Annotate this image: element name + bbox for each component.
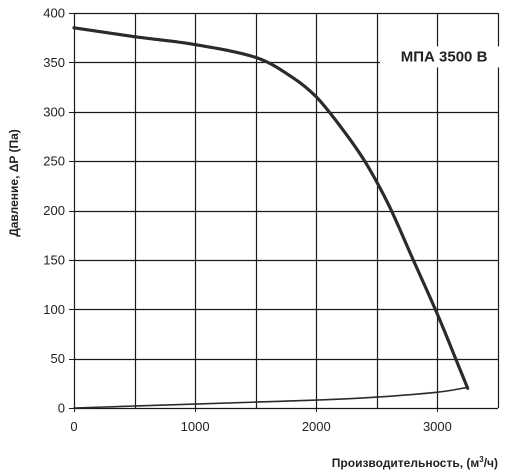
- x-tick-label: 0: [70, 419, 77, 434]
- model-label: МПА 3500 В: [401, 48, 488, 65]
- y-tick-label: 0: [58, 401, 65, 416]
- y-tick-label: 100: [43, 302, 65, 317]
- x-axis-label: Производительность, (м3/ч): [332, 455, 498, 470]
- x-tick-label: 1000: [181, 419, 210, 434]
- x-tick-label: 3000: [423, 419, 452, 434]
- fan-performance-curve: [72, 26, 470, 390]
- x-tick-label: 2000: [302, 419, 331, 434]
- y-tick-label: 200: [43, 203, 65, 218]
- y-tick-label: 250: [43, 154, 65, 169]
- y-tick-label: 350: [43, 55, 65, 70]
- grid: [69, 12, 500, 412]
- model-annotation-box: МПА 3500 В: [380, 46, 509, 68]
- y-tick-label: 300: [43, 104, 65, 119]
- x-axis-label-end: /ч): [484, 456, 498, 470]
- tick-labels: 0 50 100 150 200 250 300 350 400 0 1000 2000 3000: [43, 6, 452, 435]
- model-label-background: [380, 46, 509, 68]
- system-resistance-curve: [73, 386, 469, 409]
- y-tick-label: 150: [43, 252, 65, 267]
- x-axis-label-main: Производительность, (м: [332, 456, 480, 470]
- y-tick-label: 50: [51, 351, 65, 366]
- x-axis-label-superscript: 3: [479, 455, 484, 464]
- plot-area: [74, 13, 498, 408]
- y-tick-label: 400: [43, 6, 65, 21]
- y-axis-label: Давление, ΔP (Па): [7, 129, 21, 237]
- curves: [72, 26, 470, 409]
